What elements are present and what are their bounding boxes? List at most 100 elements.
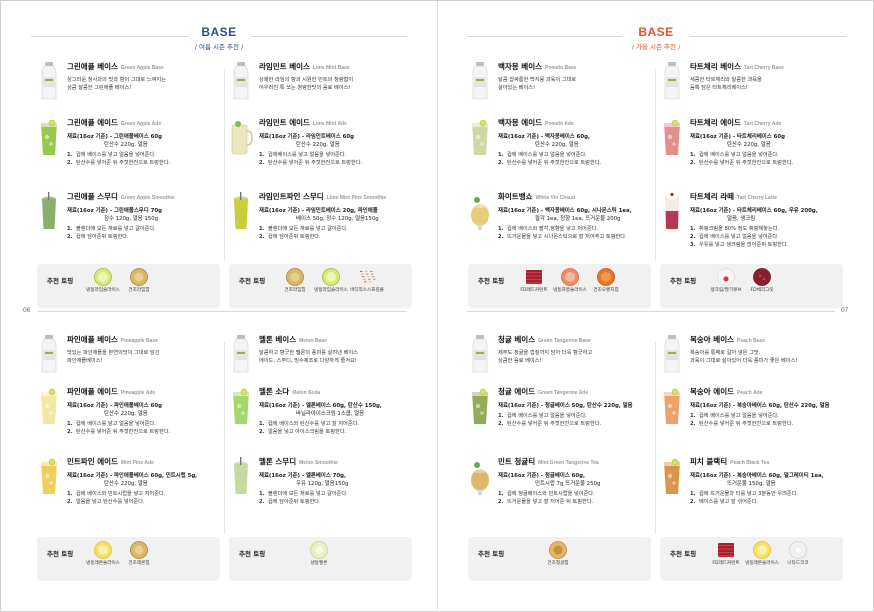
topping-name: 냉동레몬슬라이스	[86, 561, 120, 566]
recipe-name-ko: 라임민트 베이스	[259, 62, 310, 71]
recipe-name-en: Melon Soda	[292, 390, 321, 396]
left-header-subtitle: / 여름 시즌 추천 /	[194, 43, 244, 51]
recipe-name-ko: 그린애플 에이드	[67, 118, 118, 127]
recipe-steps: 1. 컵에 청귤베이스와 민트시럽을 넣어준다. 2. 뜨거운물을 넣고 잘 저어준 …	[498, 490, 654, 506]
topping-item: 건조오렌지칩	[588, 267, 624, 294]
step-number: 1.	[67, 491, 73, 497]
recipe-ingredients: 재료(16oz 기준) - 멜론베이스 70g, 우유 120g, 얼음150g	[259, 472, 415, 488]
recipe-name-ko: 민트파인 에이드	[67, 457, 118, 466]
step-text: 베이스를 넣고 잘 섞어준다.	[699, 499, 759, 505]
recipe-body: 그린애플 스무디 Green Apple Smoothie 재료(16oz 기준) …	[67, 191, 223, 241]
recipe-name-en: Peach Base	[737, 338, 766, 344]
column-divider	[224, 69, 225, 261]
topping-name: FD레드커런트	[712, 561, 740, 566]
ingredient-line: 재료(16oz 기준) - 타트체리베이스 60g, 우유 200g,	[690, 208, 818, 214]
topping-label: 추천 토핑	[670, 277, 697, 285]
recipe-step: 1. 컵에 청귤베이스와 민트시럽을 넣어준다.	[498, 490, 654, 498]
recipe-step: 2. 뜨거운물을 넣고 시나몬스틱으로 잘 저어주고 토핑한다.	[498, 233, 654, 241]
recipe-body: 피치 블랙티 Peach Black Tea 재료(16oz 기준) - 복숭아베이…	[690, 456, 846, 506]
topping-item: 냉동레몬슬라이스	[85, 540, 121, 567]
topping-box: 추천 토핑 건조청귤칩	[468, 537, 651, 581]
step-text: 블렌더에 모든 재료를 넣고 갈아준다.	[268, 226, 348, 232]
left-page-header: BASE / 여름 시즌 추천 /	[119, 25, 319, 51]
step-number: 2.	[259, 429, 265, 435]
ingredient-line: 재료(16oz 기준) - 파인애플베이스 60g	[67, 403, 162, 409]
recipe-step: 1. 컵에베이스를 넣고 얼음을 넣어준다.	[259, 151, 415, 159]
recipe-ingredients: 재료(16oz 기준) - 복숭아베이스 60g, 탄산수 220g, 얼음	[690, 402, 846, 410]
step-text: 블렌더에 모든 재료를 넣고 갈아준다.	[268, 491, 348, 497]
drink-image	[468, 456, 492, 496]
recipe-name: 멜론 스무디 Melon Smoothie	[259, 456, 415, 467]
recipe-section: 청귤 베이스 Green Tangerine Base 제주도 청귤을 껍질까지 담…	[468, 334, 843, 584]
base-bottle-image	[229, 334, 253, 374]
topping-name: 건조라임칩	[284, 288, 306, 293]
recipe-step: 1. 블렌더에 모든 재료를 넣고 갈아준다.	[259, 225, 415, 233]
step-number: 2.	[498, 160, 504, 166]
recipe-step: 2. 컵에 베이스를 넣고 얼음을 넣어준다.	[690, 233, 846, 241]
recipe-ingredients: 재료(16oz 기준) - 라임민트베이스 60g 탄산수 220g, 얼음	[259, 133, 415, 149]
recipe-description: 달콤하고 향긋한 멜론의 풍미를 살려낸 베이스 에이드, 스무디, 빙수제조로 …	[259, 349, 415, 365]
ingredient-line: 탄산수 220g, 얼음	[104, 142, 148, 148]
recipe-name-en: Green Apple Base	[120, 65, 164, 71]
recipe-name-en: Melon Base	[299, 338, 327, 344]
step-number: 2.	[690, 421, 696, 427]
step-number: 2.	[259, 160, 265, 166]
description-line: 파인애플베이스!	[67, 358, 103, 364]
step-text: 탄산수를 넣어준 뒤 주젓한잔으로 트렁한다.	[699, 160, 794, 166]
topping-name: 냉동레몬슬라이스	[745, 561, 779, 566]
recipe-ingredients: 재료(16oz 기준) - 그린애플베이스 60g 탄산수 220g, 얼음	[67, 133, 223, 149]
recipe-name-en: Tart Cherry Latte	[737, 195, 777, 201]
recipe-section: 파인애플 베이스 Pineapple Base 맛있는 파인애플을 본연의맛이 그대…	[37, 334, 412, 584]
recipe-name-en: White Vin Chaud	[535, 195, 576, 201]
topping-box: 추천 토핑 FD레드커런트 냉동레몬슬라이스 나타드코코	[660, 537, 843, 581]
red-cube-icon	[708, 540, 744, 560]
column-divider	[224, 342, 225, 534]
recipe-name-ko: 백자몽 베이스	[498, 62, 543, 71]
recipe-name-ko: 민트 청귤티	[498, 457, 536, 466]
ingredient-line: 탄산수 220g, 얼음	[535, 142, 579, 148]
recipe-ingredients: 재료(16oz 기준) - 타트체리베이스 60g, 우유 200g, 얼음, 생…	[690, 207, 846, 223]
recipe-name-en: Melon Smoothie	[299, 460, 338, 466]
recipe-step: 2. 탄산수를 넣어준 뒤 주젓한잔으로 트렁한다.	[67, 428, 223, 436]
dried-chip-icon	[277, 267, 313, 287]
left-header-title: BASE	[201, 25, 237, 39]
recipe-step: 2. 베이스를 넣고 잘 섞어준다.	[690, 498, 846, 506]
description-line: 상쾌한 라임의 향과 시원한 민트의 청량함이	[259, 77, 354, 83]
recipe-name-ko: 청귤 에이드	[498, 387, 536, 396]
topping-item: 냉동멜론	[301, 540, 337, 567]
description-line: 제주도 청귤을 껍질까지 담아 더욱 향긋하고	[498, 350, 593, 356]
step-text: 뜨거운물을 넣고 시나몬스틱으로 잘 저어주고 토핑한다.	[507, 234, 627, 240]
recipe-name-en: Pineapple Base	[120, 338, 158, 344]
step-number: 1.	[498, 413, 504, 419]
base-bottle-image	[660, 61, 684, 101]
step-text: 컵에 베이스와 민트시럽을 넣고 저어준다.	[76, 491, 166, 497]
drink-image	[468, 386, 492, 426]
topping-name: FD레드커런트	[520, 288, 548, 293]
step-number: 1.	[259, 421, 265, 427]
recipe-description: 싱그러운 청사과의 맛과 향이 그대로 느껴지는 상큼 달콤한 그린애플 베이스!	[67, 76, 223, 92]
topping-item: 건조청귤칩	[540, 540, 576, 567]
drink-image	[468, 191, 492, 231]
ingredient-line: 재료(16oz 기준) - 멜론베이스 70g,	[259, 473, 347, 479]
topping-name: 건조레몬칩	[128, 561, 150, 566]
recipe-name-ko: 타트체리 라떼	[690, 192, 735, 201]
dried-chip-icon	[121, 540, 157, 560]
step-text: 컵에 청귤베이스와 민트시럽을 넣어준다.	[507, 491, 595, 497]
recipe-step: 1. 컵에 베이스를 넣고 얼음을 넣어준다.	[67, 151, 223, 159]
description-line: 과육이 그대로 살아있어 더욱 풍미가 좋은 베이스!	[690, 358, 798, 364]
recipe-body: 화이트뱅쇼 White Vin Chaud 재료(16oz 기준) - 백자몽베이스…	[498, 191, 654, 241]
header-rule	[690, 36, 846, 37]
description-line: 맛있는 파인애플을 본연의맛이 그대로 담긴	[67, 350, 160, 356]
step-number: 1.	[498, 491, 504, 497]
step-text: 블렌더에 모든 재료를 넣고 갈아준다.	[76, 226, 156, 232]
topping-item: FD레드커런트	[708, 540, 744, 567]
recipe-body: 타트체리 에이드 Tart Cherry Ade 재료(16oz 기준) - 타트체…	[690, 117, 846, 167]
step-text: 휘핑크림을 80% 정도 휘핑해놓는다.	[699, 226, 780, 232]
lemon-slice-icon	[744, 540, 780, 560]
recipe-steps: 1. 컵에베이스를 넣고 얼음을 넣어준다. 2. 탄산수를 넣어준 뒤 주젓한잔으로…	[259, 151, 415, 167]
recipe-body: 파인애플 에이드 Pineapple Ade 재료(16oz 기준) - 파인애플베…	[67, 386, 223, 436]
drink-image	[37, 456, 61, 496]
recipe-body: 청귤 베이스 Green Tangerine Base 제주도 청귤을 껍질까지 담…	[498, 334, 654, 365]
